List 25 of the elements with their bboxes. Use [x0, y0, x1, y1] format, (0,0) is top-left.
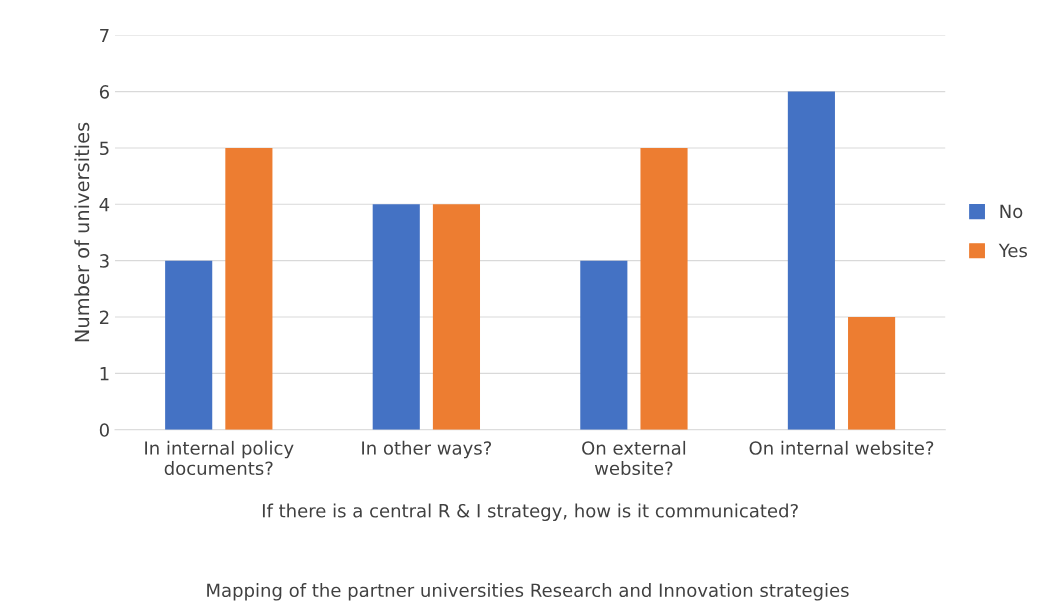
y-tick-label: 4 — [99, 197, 110, 212]
x-tick-label: In other ways? — [362, 440, 492, 459]
x-axis-title: If there is a central R & I strategy, how is it communicated? — [262, 503, 798, 522]
y-tick-label: 6 — [99, 85, 109, 99]
bar — [787, 91, 835, 430]
bar — [640, 147, 688, 430]
bar — [848, 317, 896, 430]
bar — [432, 204, 481, 430]
x-tick-label: On internal website? — [749, 440, 934, 455]
y-tick-label: 0 — [99, 423, 109, 437]
x-tick-label: In internal policy documents? — [145, 440, 294, 476]
legend-label: No — [1000, 204, 1023, 219]
x-tick-label: On external website? — [582, 440, 686, 476]
bar — [580, 260, 628, 430]
y-tick-label: 5 — [100, 141, 109, 156]
y-axis-title: Number of universities — [74, 122, 90, 342]
y-tick-label: 1 — [100, 367, 109, 381]
bar — [372, 204, 420, 430]
y-tick-label: 7 — [100, 28, 109, 43]
bar — [165, 260, 213, 430]
y-tick-label: 3 — [100, 254, 109, 268]
legend-label: Yes — [998, 243, 1027, 258]
bar — [225, 147, 273, 430]
y-tick-label: 2 — [99, 310, 109, 324]
text: Mapping of the partner universities Research and Innovation strategies — [207, 583, 849, 601]
